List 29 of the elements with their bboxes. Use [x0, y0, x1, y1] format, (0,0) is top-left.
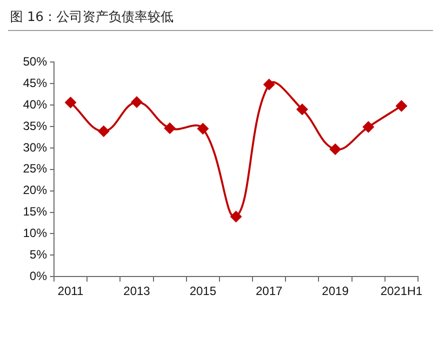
- y-tick-label: 10%: [22, 226, 48, 240]
- point: [396, 100, 407, 112]
- y-tick-label: 35%: [22, 118, 48, 133]
- x-tick-label: 2019: [322, 284, 349, 298]
- point: [98, 126, 110, 137]
- y-tick-label: 30%: [22, 140, 48, 154]
- y-tick-label: 5%: [30, 247, 48, 262]
- y-tick-label: 50%: [22, 54, 48, 69]
- y-tick-label: 15%: [22, 204, 48, 219]
- point: [264, 79, 275, 90]
- point: [330, 144, 341, 155]
- point: [296, 104, 308, 115]
- point: [362, 121, 374, 132]
- x-tick-label: 2021H1: [380, 284, 423, 298]
- y-tick-label: 40%: [22, 97, 48, 112]
- chart-title: 图 16：公司资产负债率较低: [10, 9, 174, 26]
- point: [197, 123, 208, 134]
- x-tick-label: 2013: [123, 284, 150, 298]
- y-tick-label: 45%: [22, 76, 48, 90]
- x-tick-label: 2011: [58, 284, 84, 298]
- point: [131, 96, 142, 108]
- x-tick-label: 2015: [190, 284, 217, 298]
- point: [65, 97, 76, 108]
- y-tick-label: 20%: [22, 183, 48, 198]
- point: [230, 211, 242, 222]
- y-tick-label: 25%: [22, 162, 48, 176]
- point: [164, 122, 176, 134]
- x-tick-label: 2017: [256, 284, 283, 298]
- y-tick-label: 0%: [30, 268, 48, 283]
